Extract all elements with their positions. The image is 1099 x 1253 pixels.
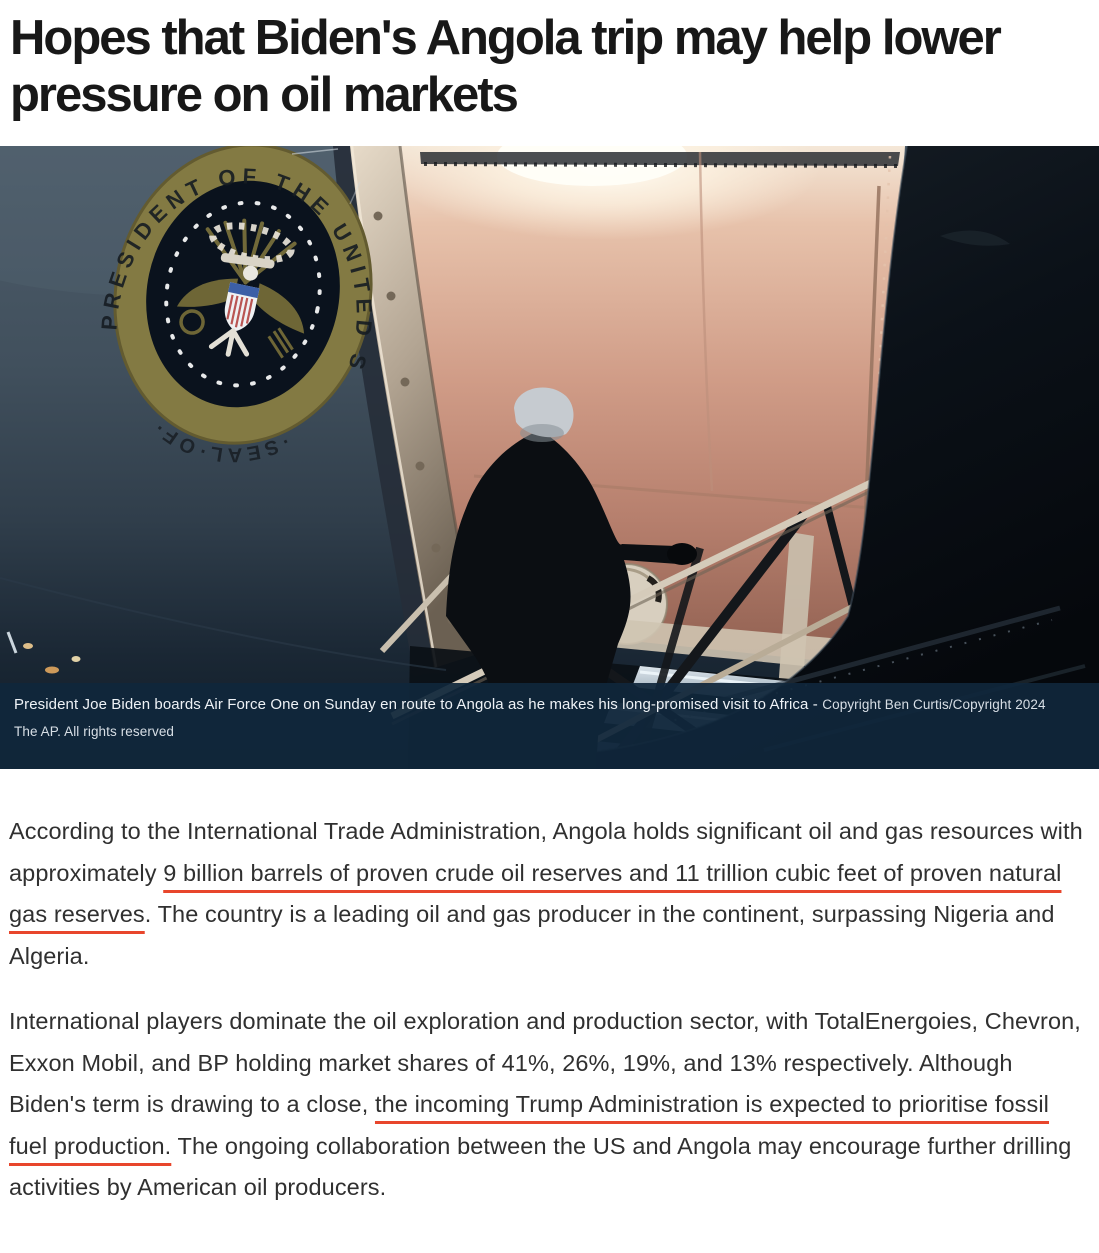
inline-link-trump-administration[interactable]: the incoming Trump Administration is exp… — [9, 1091, 1050, 1159]
paragraph-2-text: International players dominate the oil e… — [9, 1008, 1081, 1117]
caption-text: President Joe Biden boards Air Force One… — [14, 696, 818, 713]
photo-caption: President Joe Biden boards Air Force One… — [0, 683, 1099, 769]
inline-link-oil-gas-reserves[interactable]: 9 billion barrels of proven crude oil re… — [9, 859, 1062, 928]
paragraph-1-text: According to the International Trade Adm… — [9, 818, 1083, 886]
caption-line-1: President Joe Biden boards Air Force One… — [14, 696, 1085, 714]
caption-line-2: The AP. All rights reserved — [14, 723, 1085, 741]
air-force-one-photo: PRESIDENT OF THE UNITED STATES ·SEAL·OF· — [0, 146, 1099, 769]
caption-copyright: Copyright Ben Curtis/Copyright 2024 — [822, 697, 1046, 712]
paragraph-1-text-after: . The country is a leading oil and gas p… — [9, 901, 1055, 969]
caption-copyright-continued: The AP. All rights reserved — [14, 724, 175, 739]
paragraph-2-text-after: The ongoing collaboration between the US… — [9, 1132, 1072, 1201]
article-body: According to the International Trade Adm… — [0, 811, 1099, 1253]
article-paragraph-1: According to the International Trade Adm… — [9, 811, 1090, 977]
hero-image: PRESIDENT OF THE UNITED STATES ·SEAL·OF·… — [0, 146, 1099, 769]
article-paragraph-2: International players dominate the oil e… — [9, 1001, 1090, 1209]
article-headline: Hopes that Biden's Angola trip may help … — [10, 11, 1002, 122]
